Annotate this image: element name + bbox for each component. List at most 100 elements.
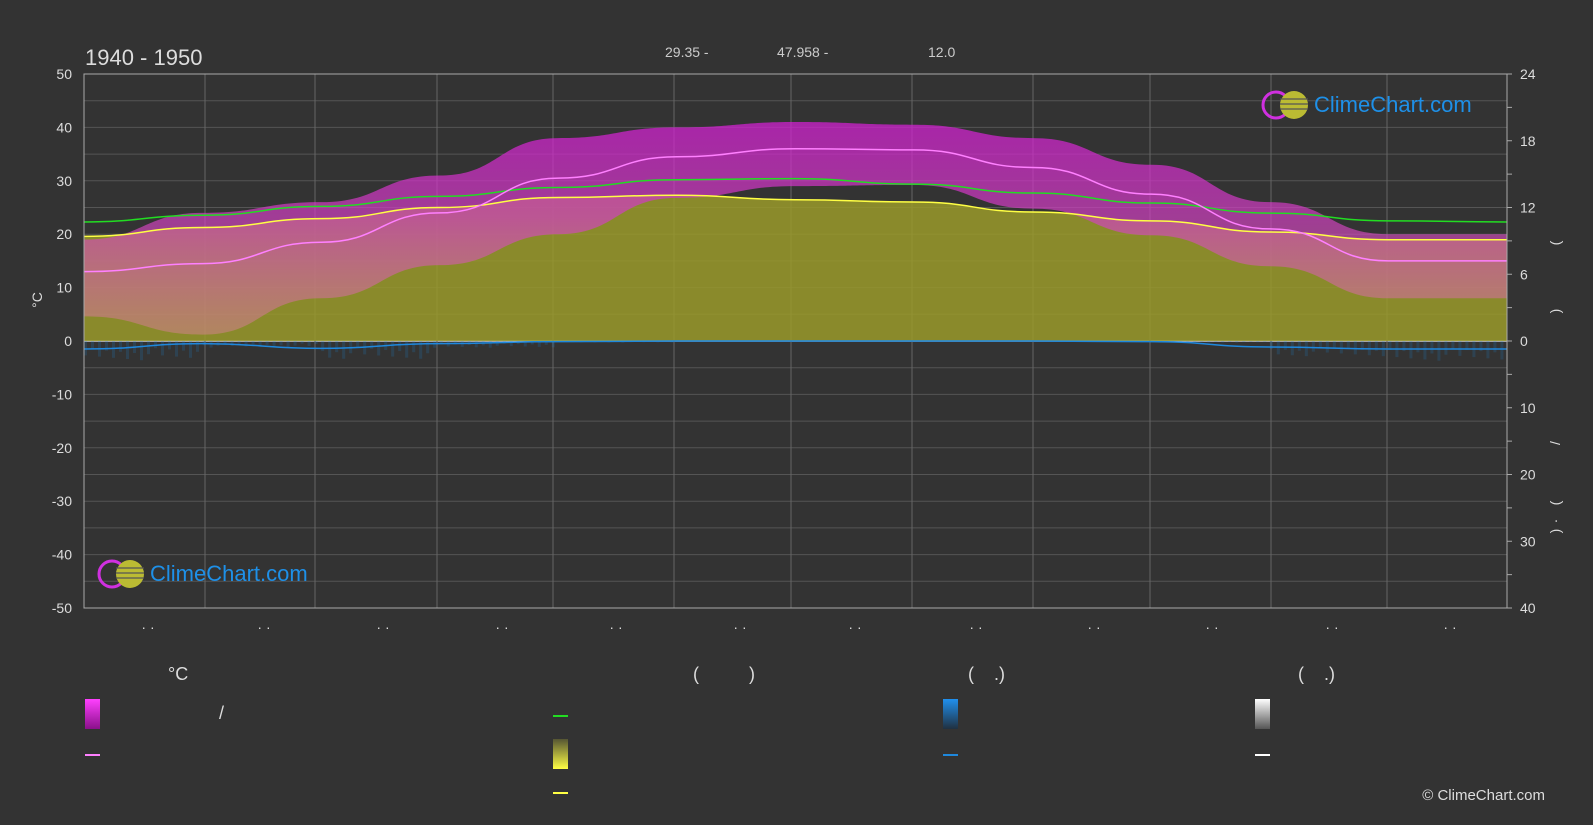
right-tick-label: 12 bbox=[1520, 200, 1536, 216]
plot-frame bbox=[83, 73, 1508, 609]
legend-sun-header: ( ) bbox=[693, 664, 755, 684]
month-tick-label: · · bbox=[495, 619, 508, 635]
precip-bar bbox=[119, 341, 122, 352]
precip-bar bbox=[300, 341, 304, 344]
precip-bar bbox=[1430, 341, 1434, 354]
precip-bar bbox=[84, 341, 87, 356]
daylight-line bbox=[83, 177, 1508, 223]
left-tick-label: 0 bbox=[64, 333, 72, 349]
precip-bar bbox=[1479, 341, 1483, 352]
precip-bar bbox=[1256, 341, 1260, 343]
right-tick-label: 0 bbox=[1520, 333, 1528, 349]
precip-bar bbox=[279, 341, 283, 346]
precip-bar bbox=[1263, 341, 1267, 342]
precip-bar bbox=[551, 341, 555, 348]
precip-bar bbox=[426, 341, 430, 354]
precip-bar bbox=[1423, 341, 1427, 360]
precip-bar bbox=[1214, 341, 1218, 342]
right-tick-label: 18 bbox=[1520, 133, 1536, 149]
left-tick-label: -30 bbox=[52, 493, 72, 509]
month-tick-label: · · bbox=[609, 619, 622, 635]
right-axis-glyph: ) bbox=[1547, 309, 1563, 314]
precip-bar bbox=[1465, 341, 1469, 350]
logo-text: ClimeChart.com bbox=[150, 561, 308, 586]
precip-bar bbox=[488, 341, 492, 348]
precip-bar bbox=[1444, 341, 1448, 355]
temperature-range-fill bbox=[84, 122, 1507, 335]
logo-bottom[interactable]: ClimeChart.com bbox=[96, 557, 308, 591]
precip-bar bbox=[412, 341, 416, 353]
precip-bar bbox=[439, 341, 443, 345]
precip-bar bbox=[1283, 341, 1287, 350]
precip-bar bbox=[1339, 341, 1343, 354]
month-tick-label: · · bbox=[257, 619, 270, 635]
logo-top[interactable]: ClimeChart.com bbox=[1260, 88, 1472, 122]
left-tick-label: -40 bbox=[52, 547, 72, 563]
precip-bar bbox=[244, 341, 248, 347]
precip-bar bbox=[1437, 341, 1441, 361]
precip-bar bbox=[1451, 341, 1455, 349]
sunshine-line bbox=[83, 194, 1507, 241]
right-tick-label: 40 bbox=[1520, 600, 1536, 616]
copyright: © ClimeChart.com bbox=[1422, 787, 1545, 804]
precip-bar bbox=[474, 341, 478, 348]
month-tick-label: · · bbox=[1325, 619, 1338, 635]
precip-bar bbox=[342, 341, 346, 359]
precip-bar bbox=[1269, 341, 1273, 349]
precip-bar bbox=[1332, 341, 1336, 349]
precip-bar bbox=[1360, 341, 1364, 350]
precip-bar bbox=[1367, 341, 1371, 356]
legend-swatch-daylight bbox=[553, 715, 568, 717]
precip-bar bbox=[328, 341, 332, 358]
precip-bar bbox=[1325, 341, 1329, 353]
left-tick-label: -10 bbox=[52, 386, 72, 402]
precip-bar bbox=[1221, 341, 1225, 343]
precip-bar bbox=[237, 341, 241, 345]
right-tick-label: 24 bbox=[1520, 66, 1536, 82]
precip-bar bbox=[335, 341, 339, 353]
precip-bar bbox=[405, 341, 409, 358]
right-tick-label: 30 bbox=[1520, 533, 1536, 549]
left-tick-label: 20 bbox=[56, 226, 72, 242]
left-tick-label: 10 bbox=[56, 280, 72, 296]
precipitation-mean-line bbox=[83, 340, 1507, 350]
precip-bar bbox=[196, 341, 199, 352]
precip-bar bbox=[265, 341, 269, 345]
precip-bar bbox=[307, 341, 311, 347]
header-latitude: 29.35 - bbox=[665, 44, 709, 60]
axis-labels: 50 40 30 20 10 0 -10 -20 -30 -40 -50 24 18 12 6 0 10 20 30… bbox=[29, 66, 1563, 635]
legend-swatch-temp-range bbox=[85, 699, 100, 729]
precip-bar bbox=[321, 341, 325, 352]
precip-bar bbox=[453, 341, 457, 345]
legend-slash: / bbox=[219, 703, 225, 723]
legend-swatch-precip bbox=[943, 699, 958, 729]
precip-bar bbox=[175, 341, 178, 357]
precip-bar bbox=[189, 341, 192, 358]
temperature-range-area bbox=[84, 122, 1507, 335]
precip-bar bbox=[147, 341, 150, 355]
precip-bar bbox=[544, 341, 548, 345]
legend-swatch-sunshine-mean bbox=[553, 792, 568, 794]
right-axis-glyph: ( bbox=[1547, 240, 1563, 245]
precip-bar bbox=[293, 341, 297, 346]
precip-bar bbox=[154, 341, 157, 349]
month-tick-label: · · bbox=[141, 619, 154, 635]
precip-bar bbox=[1304, 341, 1308, 357]
precip-bar bbox=[1242, 341, 1246, 343]
chart-title: 1940 - 1950 bbox=[85, 45, 203, 70]
right-tick-label: 10 bbox=[1520, 400, 1536, 416]
precip-bar bbox=[1193, 341, 1197, 343]
precip-bar bbox=[1311, 341, 1315, 352]
left-tick-label: 30 bbox=[56, 173, 72, 189]
precip-bar bbox=[223, 341, 227, 344]
month-tick-label: · · bbox=[848, 619, 861, 635]
precip-bar bbox=[509, 341, 513, 347]
precip-bar bbox=[1290, 341, 1294, 356]
header-elevation: 12.0 bbox=[928, 44, 956, 60]
precip-bar bbox=[112, 341, 115, 358]
precip-bar bbox=[419, 341, 423, 359]
legend-swatch-temp-mean bbox=[85, 754, 100, 756]
precip-bar bbox=[1374, 341, 1378, 351]
precip-bar bbox=[258, 341, 262, 347]
